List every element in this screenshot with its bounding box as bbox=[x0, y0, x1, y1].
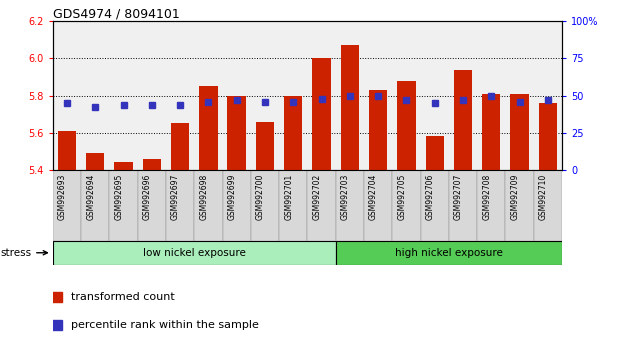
Bar bbox=[114, 162, 133, 170]
Text: GSM992705: GSM992705 bbox=[397, 173, 406, 220]
Bar bbox=[143, 159, 161, 170]
Bar bbox=[251, 170, 279, 241]
Bar bbox=[194, 170, 222, 241]
Bar bbox=[369, 90, 388, 170]
Bar bbox=[312, 58, 331, 170]
Text: GSM992696: GSM992696 bbox=[143, 173, 152, 220]
Text: GSM992701: GSM992701 bbox=[284, 173, 293, 220]
Bar bbox=[199, 86, 217, 170]
Bar bbox=[482, 94, 501, 170]
Bar bbox=[53, 170, 81, 241]
Bar bbox=[227, 96, 246, 170]
Text: GSM992697: GSM992697 bbox=[171, 173, 180, 220]
Bar bbox=[256, 122, 274, 170]
Bar bbox=[166, 170, 194, 241]
Bar bbox=[397, 81, 415, 170]
Text: GSM992700: GSM992700 bbox=[256, 173, 265, 220]
Bar bbox=[279, 170, 307, 241]
Text: GSM992709: GSM992709 bbox=[510, 173, 520, 220]
Bar bbox=[81, 170, 109, 241]
Bar bbox=[454, 70, 472, 170]
Text: GSM992702: GSM992702 bbox=[312, 173, 322, 220]
Bar bbox=[336, 241, 562, 265]
Text: stress: stress bbox=[0, 248, 47, 258]
Text: percentile rank within the sample: percentile rank within the sample bbox=[71, 320, 260, 330]
Bar bbox=[533, 170, 562, 241]
Text: GSM992694: GSM992694 bbox=[86, 173, 95, 220]
Bar bbox=[505, 170, 533, 241]
Text: GSM992706: GSM992706 bbox=[426, 173, 435, 220]
Text: GSM992707: GSM992707 bbox=[454, 173, 463, 220]
Bar bbox=[284, 96, 302, 170]
Bar bbox=[307, 170, 336, 241]
Text: transformed count: transformed count bbox=[71, 292, 175, 302]
Text: low nickel exposure: low nickel exposure bbox=[143, 248, 246, 258]
Text: GSM992693: GSM992693 bbox=[58, 173, 67, 220]
Text: GSM992695: GSM992695 bbox=[114, 173, 124, 220]
Text: GSM992703: GSM992703 bbox=[341, 173, 350, 220]
Bar bbox=[86, 153, 104, 170]
Bar bbox=[138, 170, 166, 241]
Bar bbox=[510, 94, 528, 170]
Bar bbox=[336, 170, 364, 241]
Bar bbox=[171, 124, 189, 170]
Bar bbox=[449, 170, 477, 241]
Bar bbox=[341, 45, 359, 170]
Text: GSM992704: GSM992704 bbox=[369, 173, 378, 220]
Text: GSM992699: GSM992699 bbox=[228, 173, 237, 220]
Text: GSM992708: GSM992708 bbox=[483, 173, 491, 220]
Bar bbox=[477, 170, 505, 241]
Text: GDS4974 / 8094101: GDS4974 / 8094101 bbox=[53, 7, 179, 20]
Bar bbox=[425, 137, 444, 170]
Bar bbox=[222, 170, 251, 241]
Bar bbox=[109, 170, 138, 241]
Text: GSM992698: GSM992698 bbox=[199, 173, 209, 220]
Bar bbox=[392, 170, 420, 241]
Bar bbox=[58, 131, 76, 170]
Bar bbox=[364, 170, 392, 241]
Bar bbox=[420, 170, 449, 241]
Bar bbox=[53, 241, 336, 265]
Bar bbox=[538, 103, 557, 170]
Text: high nickel exposure: high nickel exposure bbox=[395, 248, 503, 258]
Text: GSM992710: GSM992710 bbox=[539, 173, 548, 220]
